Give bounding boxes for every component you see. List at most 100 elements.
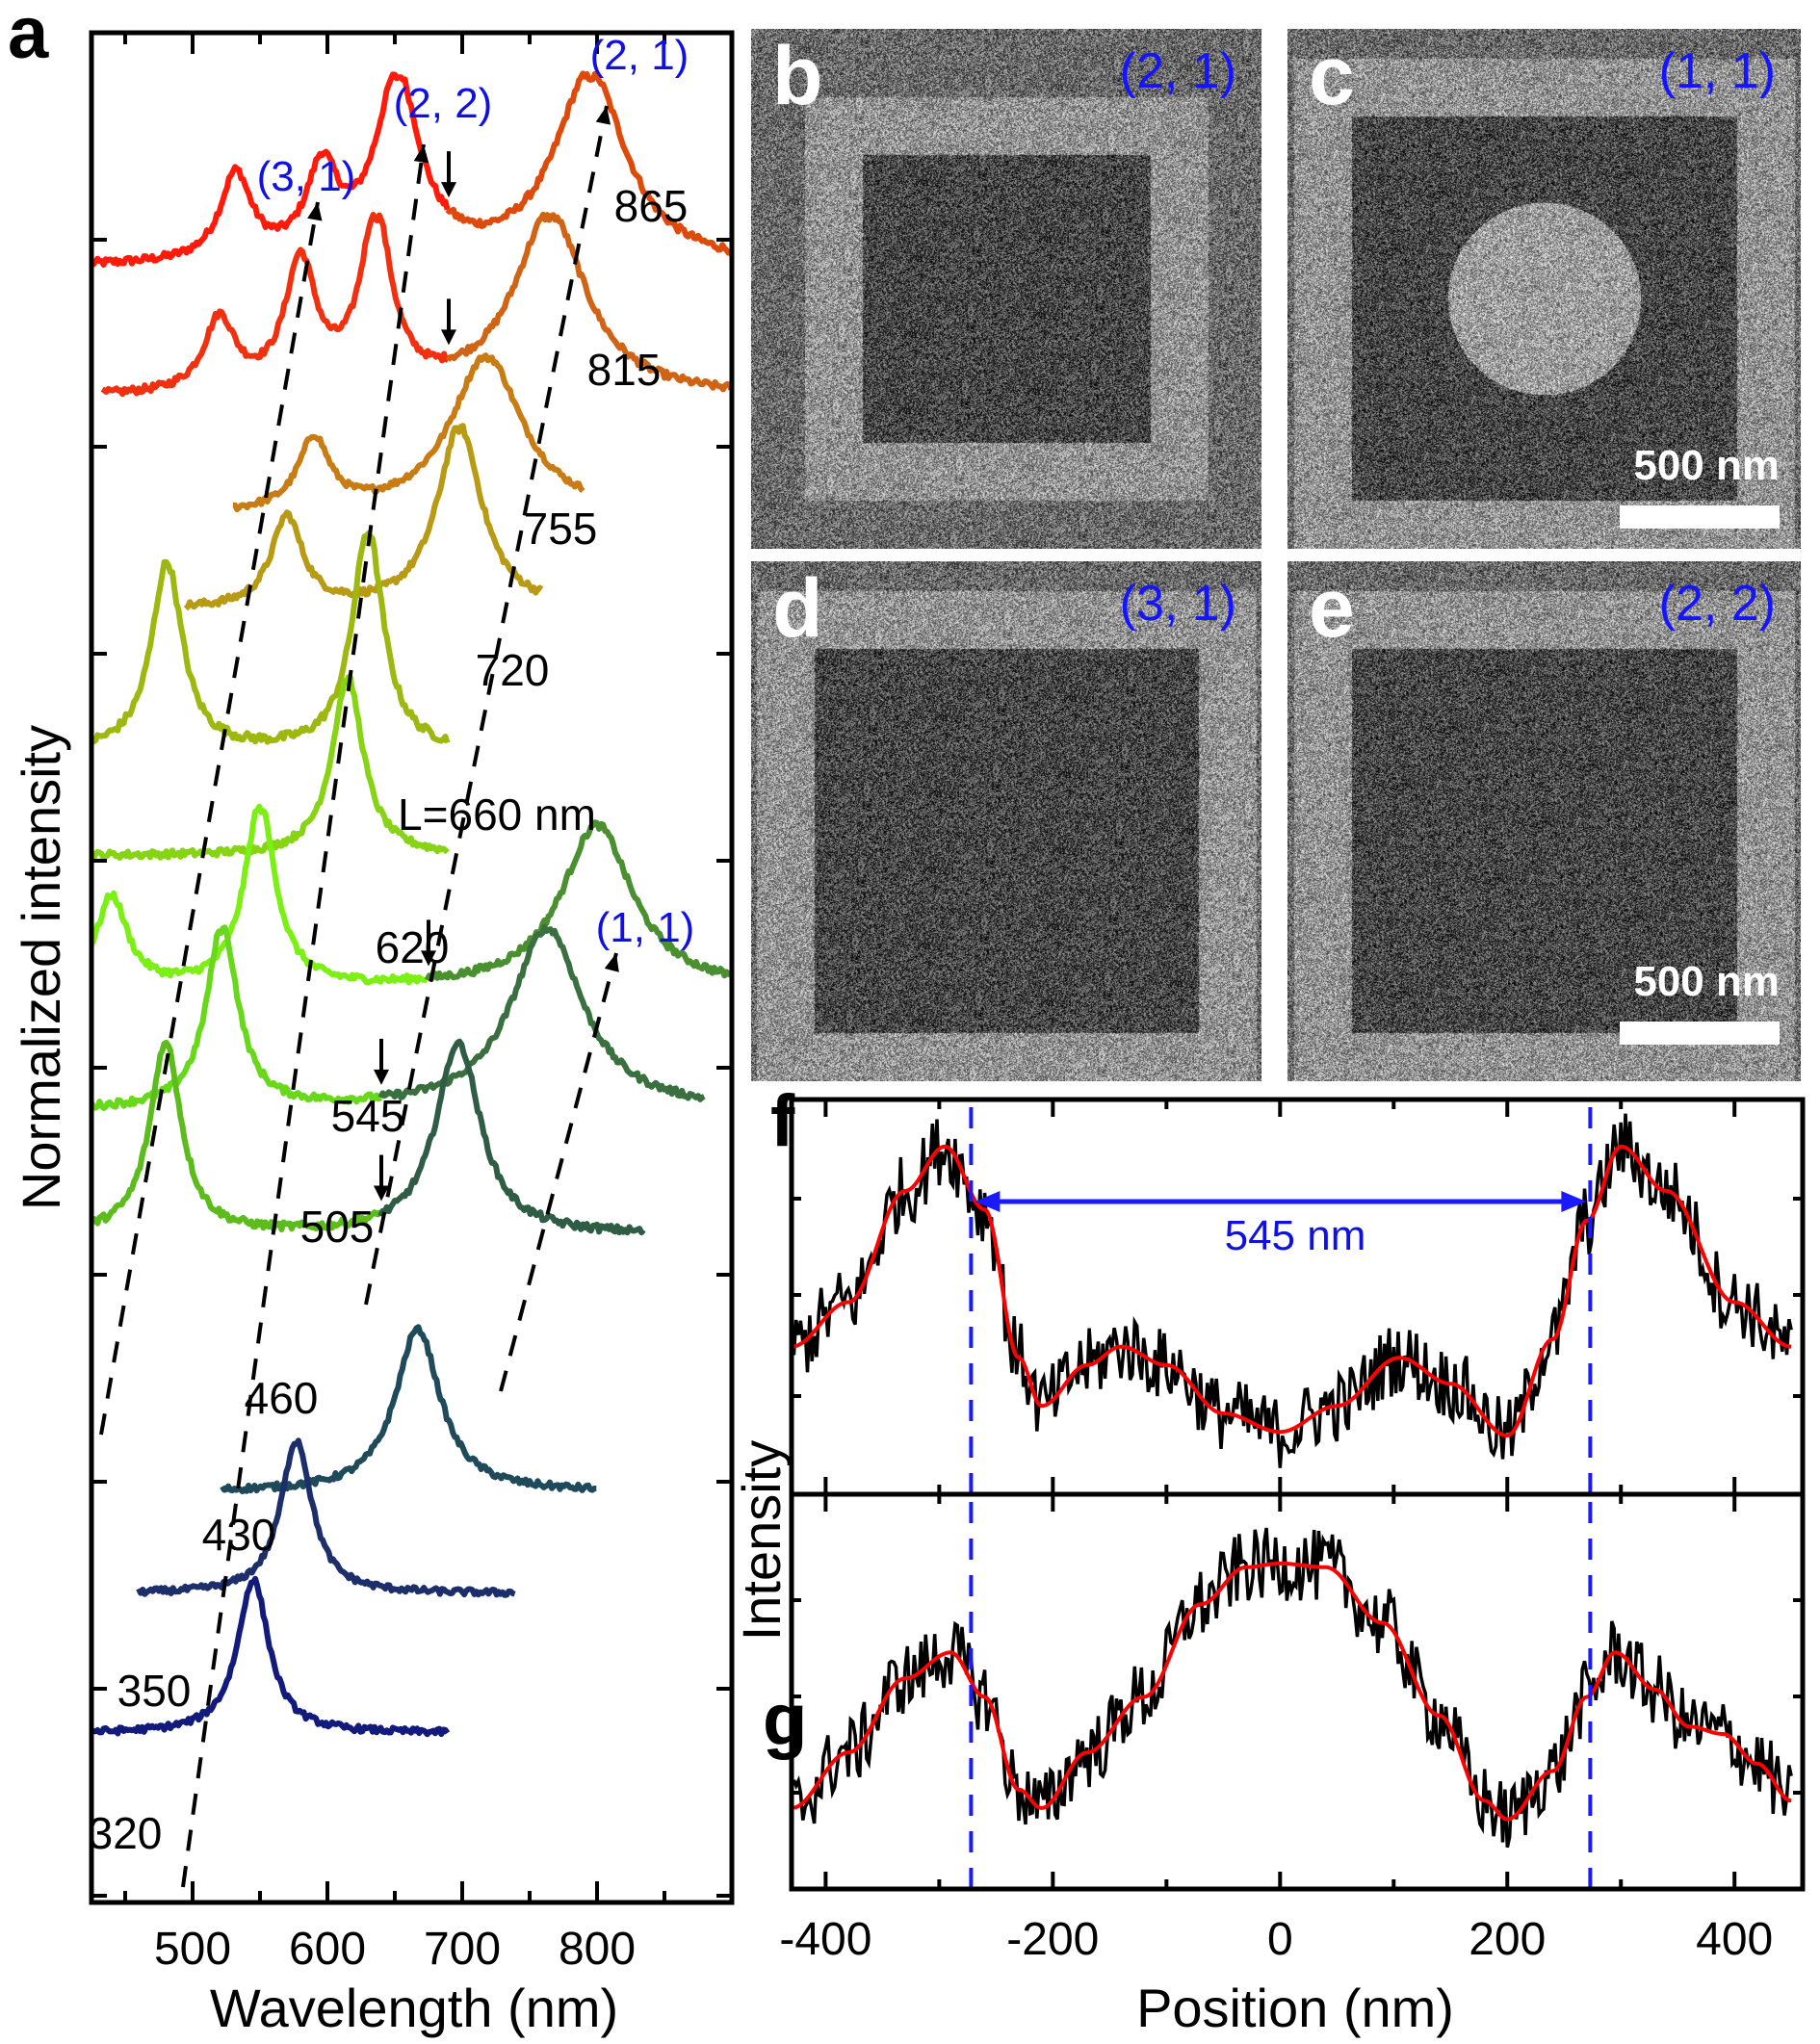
panel-b-mode: (2, 1) — [1119, 43, 1236, 99]
panel-e-mode: (2, 2) — [1658, 576, 1776, 632]
spectrum-755 — [232, 352, 585, 512]
xtick-label-400: 400 — [1696, 1914, 1773, 1965]
spectrum-label-755: 755 — [524, 504, 598, 554]
guide-line-0 — [99, 201, 320, 1436]
spectrum-865-ext — [445, 70, 732, 256]
spectrum-545-ext — [424, 819, 732, 982]
guide-line-1 — [181, 143, 426, 1888]
panel-fg-xtick-labels: -400 -200 0 200 400 — [779, 1914, 1773, 1965]
spectrum-label-660: L=660 nm — [398, 789, 596, 840]
panel-b-letter: b — [772, 30, 823, 122]
xtick-label-500: 500 — [154, 1924, 231, 1975]
guide-line-3 — [499, 952, 618, 1392]
spectra-series-group — [89, 70, 735, 1738]
guide-arrow-head-2 — [595, 106, 611, 125]
spectrum-505 — [89, 924, 383, 1111]
panel-fg-profiles: f g -400 -200 0 200 400 Position (nm) Intens… — [731, 1080, 1806, 2038]
cutoff-arrow-head — [421, 950, 436, 967]
panel-e-letter: e — [1309, 562, 1355, 655]
xtick-label-0: 0 — [1267, 1914, 1293, 1965]
guide-line-2 — [364, 105, 609, 1306]
spectrum-label-720: 720 — [476, 645, 550, 695]
eels-map-c — [1287, 29, 1801, 549]
spectrum-545 — [89, 803, 429, 986]
spectrum-815 — [100, 212, 450, 398]
xtick-label-200: 200 — [1469, 1914, 1546, 1965]
distance-annotation: 545 nm — [975, 1191, 1587, 1259]
spectrum-label-545: 545 — [331, 1091, 405, 1141]
guide-arrow-head-3 — [604, 953, 619, 972]
dispersion-guide-lines — [99, 105, 619, 1888]
panel-c-letter: c — [1309, 30, 1355, 122]
spectrum-460-ext — [377, 1038, 646, 1236]
mode-label-1-1: (1, 1) — [596, 904, 695, 951]
spectrum-865 — [89, 71, 451, 268]
panel-fg-ylabel: Intensity — [731, 1440, 792, 1642]
spectrum-label-350: 350 — [117, 1666, 192, 1716]
panel-c-image: c (1, 1) 500 nm — [1287, 29, 1801, 549]
distance-arrow-head-left — [975, 1191, 1001, 1212]
distance-arrow-head-right — [1561, 1191, 1587, 1212]
raw-profile-f — [792, 1113, 1793, 1468]
panel-a-ylabel: Normalized intensity — [11, 725, 71, 1210]
cutoff-arrow-head — [441, 329, 456, 346]
scalebar-c — [1620, 505, 1780, 529]
cutoff-arrow-head — [441, 182, 456, 198]
scalebar-label-c: 500 nm — [1633, 442, 1780, 489]
spectrum-660 — [90, 530, 451, 745]
mode-label-3-1: (3, 1) — [257, 153, 356, 200]
panel-f-plot — [792, 1107, 1793, 1497]
panel-d-mode: (3, 1) — [1119, 576, 1236, 632]
panel-d-letter: d — [772, 562, 823, 655]
mode-label-2-2: (2, 2) — [394, 80, 493, 127]
spectrum-label-430: 430 — [202, 1510, 276, 1560]
panel-a-letter: a — [8, 0, 49, 74]
eels-map-e — [1287, 561, 1801, 1081]
cutoff-arrow-head — [374, 1069, 389, 1085]
spectrum-label-620: 620 — [376, 922, 450, 972]
panel-g-plot — [792, 1502, 1793, 1892]
spectrum-815-ext — [445, 211, 735, 393]
fit-profile-f — [793, 1144, 1792, 1438]
xtick-label-700: 700 — [424, 1924, 501, 1975]
guide-arrow-head-1 — [413, 144, 429, 164]
spectrum-460 — [89, 1039, 383, 1233]
panel-g-frame — [789, 1491, 1806, 1892]
raw-profile-g — [792, 1527, 1793, 1849]
spectrum-label-320: 320 — [89, 1808, 163, 1858]
distance-label: 545 nm — [1225, 1212, 1366, 1259]
guide-arrow-head-0 — [307, 202, 323, 221]
xtick-label-800: 800 — [559, 1924, 636, 1975]
mode-label-2-1: (2, 1) — [590, 32, 689, 79]
spectrum-label-460: 460 — [245, 1373, 319, 1423]
panel-b-image: b (2, 1) — [751, 29, 1261, 549]
panel-a-ticks — [91, 33, 734, 1902]
eels-map-b — [751, 29, 1261, 549]
xtick-label-600: 600 — [289, 1924, 366, 1975]
spectrum-label-865: 865 — [614, 181, 689, 231]
scalebar-label-e: 500 nm — [1633, 958, 1780, 1005]
fit-profile-g — [793, 1561, 1792, 1822]
spectrum-720 — [183, 423, 544, 611]
eels-map-d — [751, 561, 1261, 1081]
xtick-label--400: -400 — [779, 1914, 871, 1965]
cutoff-arrow-head — [374, 1185, 389, 1202]
spectrum-320 — [91, 1575, 451, 1738]
spectrum-350 — [136, 1437, 516, 1598]
spectrum-label-505: 505 — [300, 1202, 375, 1252]
xtick-label--200: -200 — [1006, 1914, 1099, 1965]
panel-e-image: e (2, 2) 500 nm — [1287, 561, 1801, 1081]
panel-g-letter: g — [763, 1679, 807, 1761]
panel-d-image: d (3, 1) — [751, 561, 1261, 1081]
panel-fg-ticks — [792, 1100, 1803, 1889]
cutoff-arrows — [374, 151, 456, 1202]
panel-c-mode: (1, 1) — [1658, 43, 1776, 99]
panel-a-spectra: a 865 815 755 720 L=660 nm 620 545 505 460 430 350… — [8, 0, 735, 2038]
scalebar-e — [1620, 1022, 1780, 1045]
panel-a-frame — [89, 30, 735, 1905]
panel-fg-xlabel: Position (nm) — [1136, 1978, 1454, 2038]
spectra-labels: 865 815 755 720 L=660 nm 620 545 505 460 430 350 32… — [89, 181, 689, 1858]
panel-a-xtick-labels: 500 600 700 800 — [154, 1924, 636, 1975]
panel-a-xlabel: Wavelength (nm) — [210, 1978, 618, 2038]
